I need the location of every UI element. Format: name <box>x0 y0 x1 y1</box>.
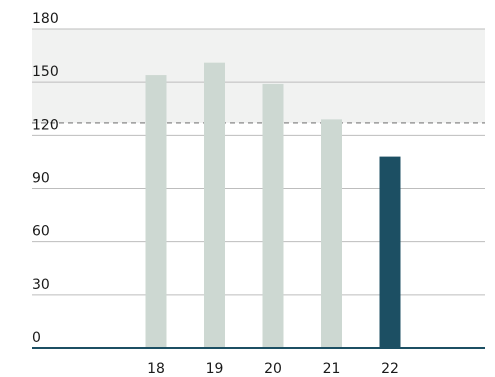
bars <box>145 62 401 349</box>
y-tick-label-60: 60 <box>32 224 50 240</box>
y-tick-labels: 0 30 60 90 120 150 180 <box>32 11 59 346</box>
y-tick-label-0: 0 <box>32 330 41 346</box>
x-tick-label-20: 20 <box>264 361 282 377</box>
y-tick-label-150: 150 <box>32 64 59 80</box>
y-tick-label-90: 90 <box>32 171 50 187</box>
x-tick-label-18: 18 <box>147 361 165 377</box>
bar-19 <box>204 62 225 349</box>
y-tick-label-120: 120 <box>32 117 59 133</box>
shaded-band <box>32 29 485 123</box>
bar-20 <box>262 83 284 348</box>
bar-22 <box>379 156 401 348</box>
x-tick-label-21: 21 <box>323 361 341 377</box>
x-tick-label-19: 19 <box>206 361 224 377</box>
y-tick-label-180: 180 <box>32 11 59 27</box>
x-tick-label-22: 22 <box>381 361 399 377</box>
gridlines <box>32 28 485 296</box>
bar-21 <box>321 119 342 348</box>
bar-18 <box>145 75 167 349</box>
x-tick-labels: 18 19 20 21 22 <box>147 361 399 377</box>
y-tick-label-30: 30 <box>32 277 50 293</box>
